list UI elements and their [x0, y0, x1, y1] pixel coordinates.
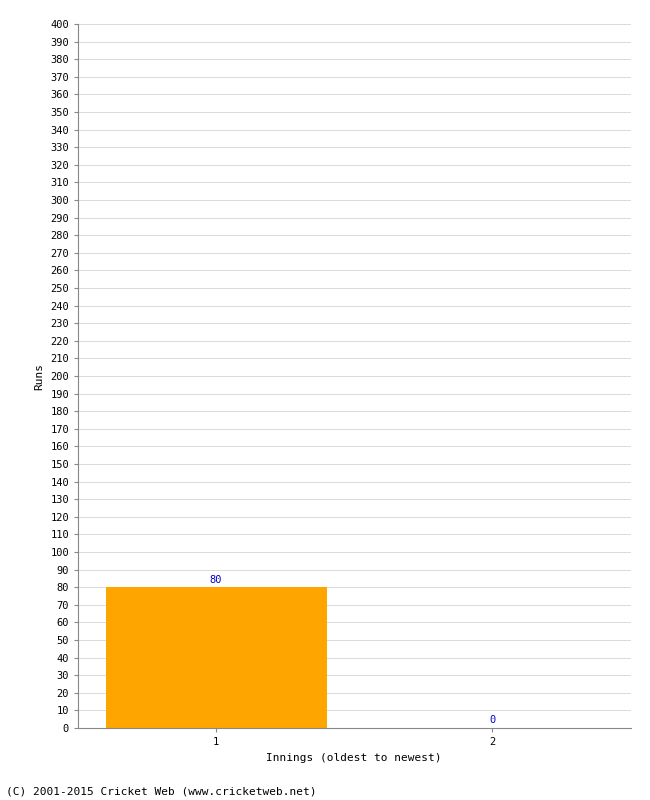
- Text: 80: 80: [210, 574, 222, 585]
- Y-axis label: Runs: Runs: [34, 362, 45, 390]
- Text: (C) 2001-2015 Cricket Web (www.cricketweb.net): (C) 2001-2015 Cricket Web (www.cricketwe…: [6, 786, 317, 796]
- Text: 0: 0: [489, 715, 495, 726]
- Bar: [105, 587, 326, 728]
- X-axis label: Innings (oldest to newest): Innings (oldest to newest): [266, 753, 442, 762]
